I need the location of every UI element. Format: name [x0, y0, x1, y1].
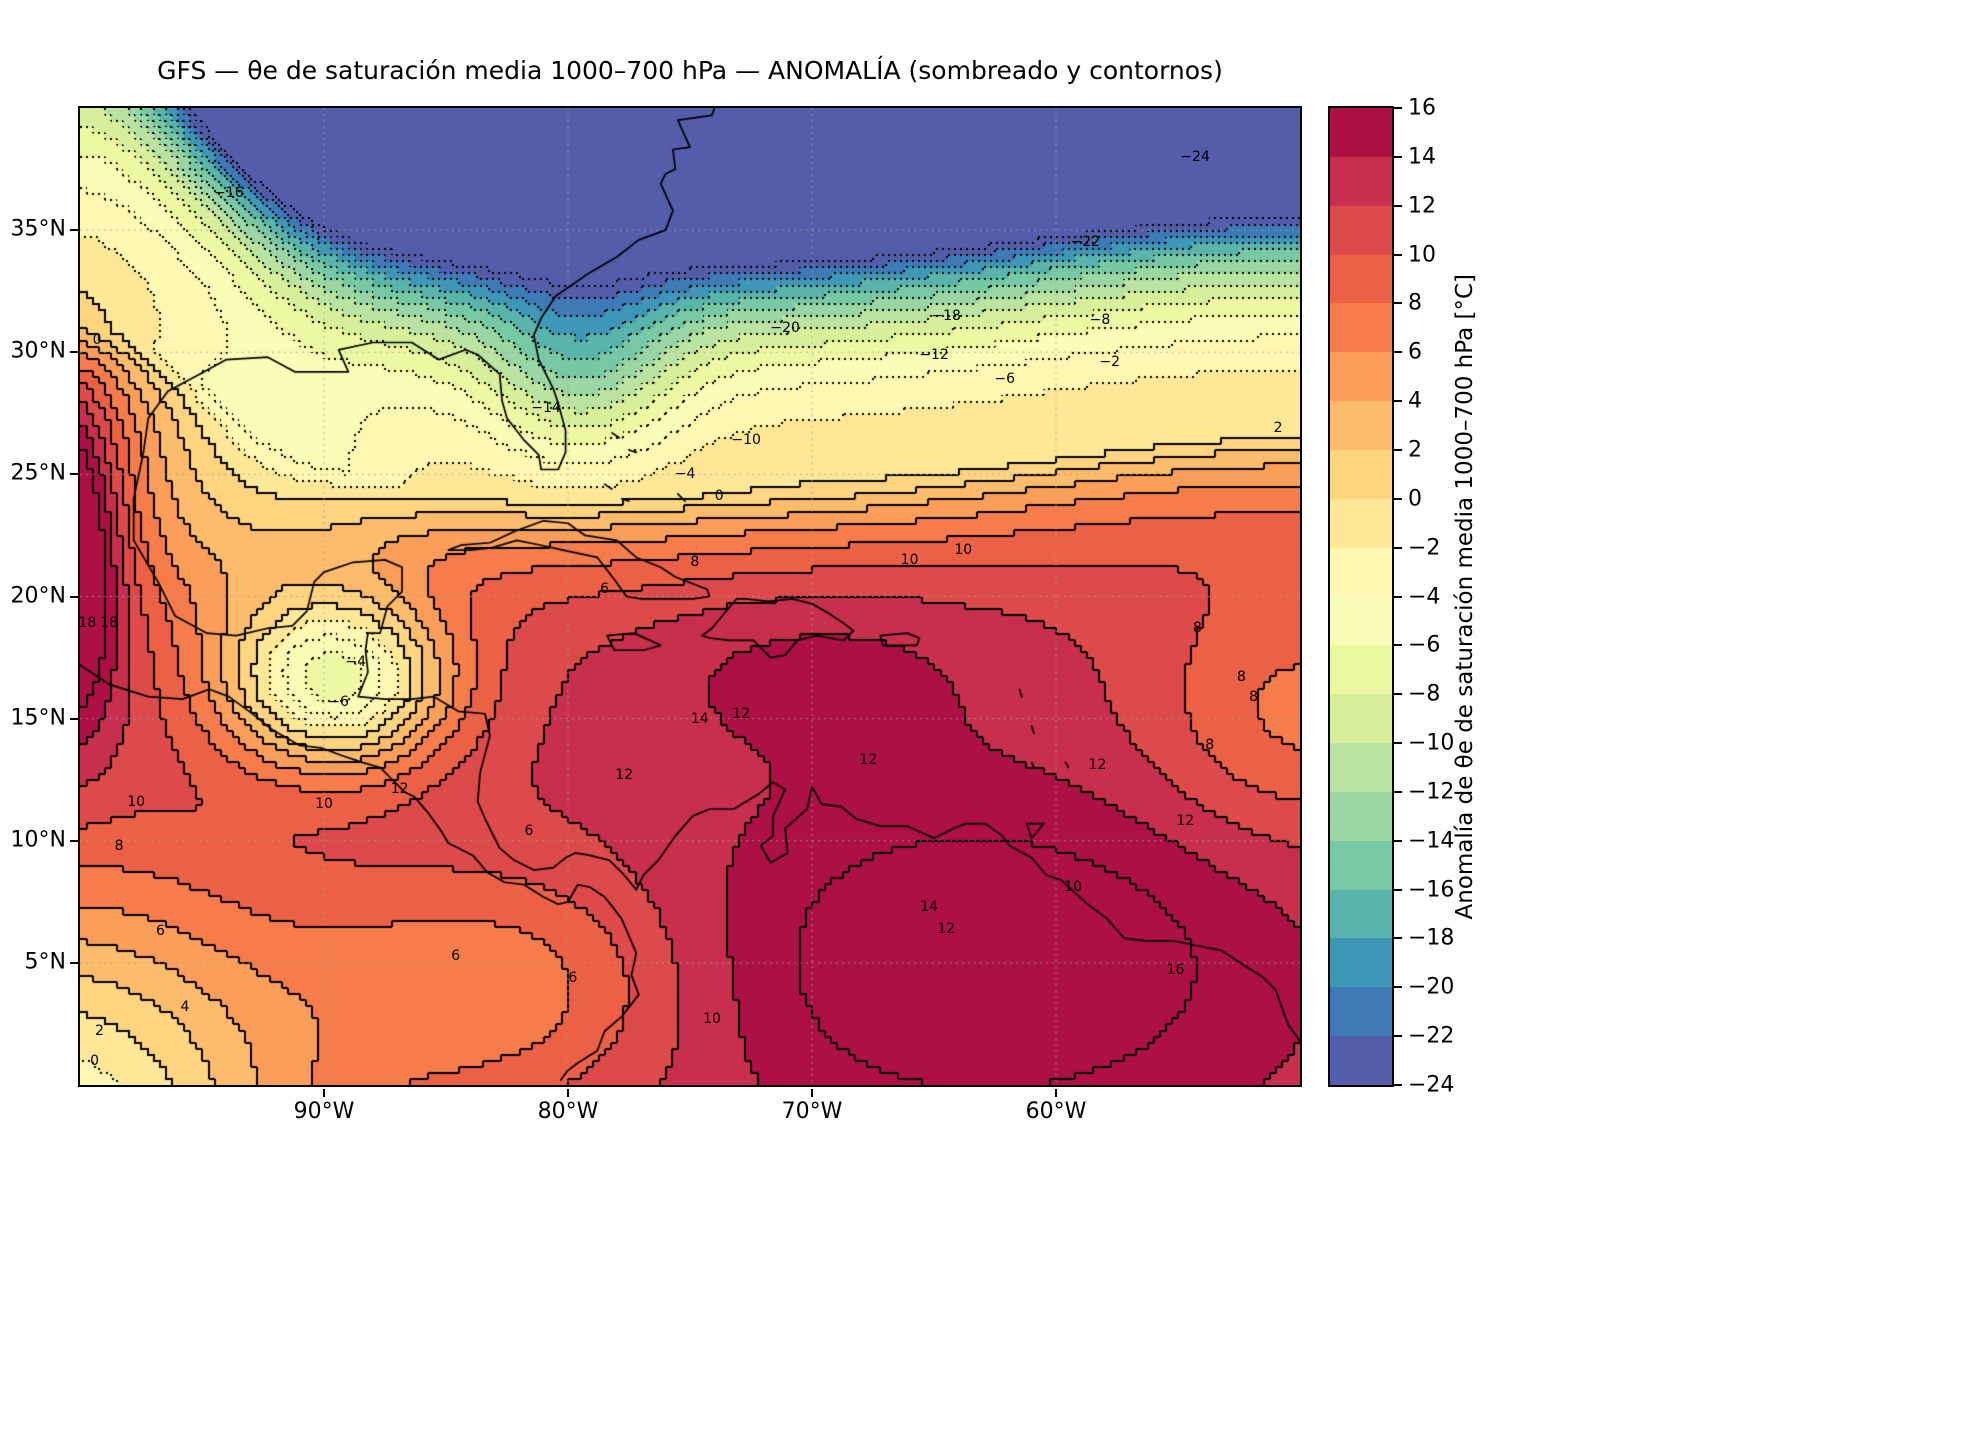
colorbar-tick-label: 2	[1408, 437, 1422, 463]
y-tick-label: 15°N	[10, 704, 66, 730]
x-tick-mark	[567, 1089, 569, 1097]
colorbar-tick-mark	[1394, 790, 1402, 793]
colorbar-tick-mark	[1394, 351, 1402, 354]
y-tick-mark	[70, 351, 78, 354]
colorbar	[1328, 106, 1394, 1087]
colorbar-bands	[1330, 108, 1392, 1085]
y-tick-mark	[70, 229, 78, 232]
colorbar-band	[1330, 889, 1392, 939]
colorbar-band	[1330, 791, 1392, 841]
colorbar-band	[1330, 254, 1392, 304]
y-tick-mark	[70, 595, 78, 598]
colorbar-label-wrap: Anomalía de θe de saturación media 1000–…	[1447, 106, 1483, 1087]
x-tick-label: 70°W	[781, 1099, 843, 1124]
colorbar-tick-mark	[1394, 1035, 1402, 1038]
map-plot-area: −16 −24 −22 −8 −18 −20 −12 −6 −2 −10 −14 −4 0 0 2 6 8 10 1…	[78, 106, 1302, 1087]
y-tick-mark	[70, 839, 78, 842]
x-tick-label: 80°W	[537, 1099, 599, 1124]
colorbar-band	[1330, 498, 1392, 548]
colorbar-tick-mark	[1394, 742, 1402, 745]
colorbar-tick-label: 12	[1408, 193, 1436, 219]
y-tick-label: 5°N	[24, 949, 66, 975]
colorbar-tick-mark	[1394, 888, 1402, 891]
colorbar-band	[1330, 547, 1392, 597]
colorbar-tick-label: 0	[1408, 486, 1422, 512]
colorbar-tick-label: −4	[1408, 584, 1441, 609]
colorbar-band	[1330, 596, 1392, 646]
colorbar-band	[1330, 449, 1392, 499]
colorbar-band	[1330, 303, 1392, 353]
colorbar-band	[1330, 987, 1392, 1037]
colorbar-tick-label: −8	[1408, 681, 1441, 707]
colorbar-band	[1330, 840, 1392, 890]
colorbar-tick-label: 14	[1408, 144, 1436, 170]
colorbar-tick-mark	[1394, 986, 1402, 989]
colorbar-tick-mark	[1394, 204, 1402, 207]
colorbar-tick-mark	[1394, 937, 1402, 940]
x-tick-label: 60°W	[1025, 1099, 1087, 1124]
colorbar-tick-mark	[1394, 302, 1402, 305]
colorbar-tick-mark	[1394, 155, 1402, 158]
y-tick-mark	[70, 961, 78, 964]
y-tick-mark	[70, 717, 78, 720]
colorbar-tick-mark	[1394, 497, 1402, 500]
y-tick-label: 10°N	[10, 827, 66, 852]
x-tick-mark	[811, 1089, 813, 1097]
y-tick-mark	[70, 473, 78, 476]
anomaly-field-canvas	[80, 108, 1300, 1085]
colorbar-band	[1330, 1036, 1392, 1085]
y-tick-label: 30°N	[10, 338, 66, 364]
colorbar-tick-mark	[1394, 595, 1402, 598]
colorbar-band	[1330, 401, 1392, 450]
colorbar-tick-mark	[1394, 693, 1402, 696]
colorbar-tick-mark	[1394, 839, 1402, 842]
x-tick-label: 90°W	[293, 1099, 355, 1124]
colorbar-tick-label: −2	[1408, 535, 1441, 561]
y-tick-label: 25°N	[10, 460, 66, 486]
colorbar-label: Anomalía de θe de saturación media 1000–…	[1452, 273, 1478, 920]
colorbar-band	[1330, 694, 1392, 743]
colorbar-tick-mark	[1394, 1084, 1402, 1086]
colorbar-tick-label: 4	[1408, 388, 1422, 414]
colorbar-band	[1330, 645, 1392, 695]
y-tick-label: 35°N	[10, 216, 66, 242]
colorbar-tick-label: 16	[1408, 95, 1436, 121]
y-tick-label: 20°N	[10, 582, 66, 608]
colorbar-band	[1330, 742, 1392, 792]
colorbar-tick-label: 6	[1408, 339, 1422, 365]
chart-title: GFS — θe de saturación media 1000–700 hP…	[157, 55, 1223, 85]
colorbar-band	[1330, 352, 1392, 402]
x-tick-mark	[1055, 1089, 1057, 1097]
colorbar-tick-mark	[1394, 546, 1402, 549]
colorbar-tick-mark	[1394, 644, 1402, 647]
colorbar-tick-label: −6	[1408, 632, 1441, 658]
colorbar-tick-mark	[1394, 400, 1402, 403]
colorbar-band	[1330, 108, 1392, 157]
x-tick-mark	[323, 1089, 325, 1097]
colorbar-band	[1330, 205, 1392, 255]
colorbar-tick-label: 10	[1408, 242, 1436, 268]
colorbar-tick-mark	[1394, 107, 1402, 109]
colorbar-tick-label: 8	[1408, 290, 1422, 316]
colorbar-tick-mark	[1394, 448, 1402, 451]
colorbar-band	[1330, 938, 1392, 988]
colorbar-band	[1330, 156, 1392, 206]
colorbar-tick-mark	[1394, 253, 1402, 256]
